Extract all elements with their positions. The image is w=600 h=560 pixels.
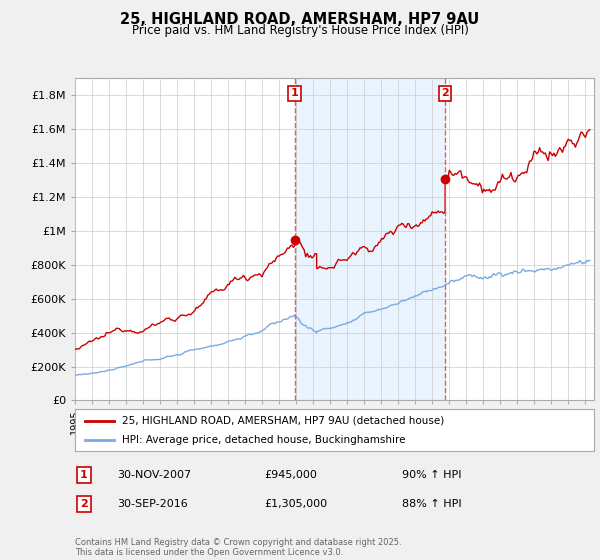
Text: Contains HM Land Registry data © Crown copyright and database right 2025.
This d: Contains HM Land Registry data © Crown c… [75,538,401,557]
Text: Price paid vs. HM Land Registry's House Price Index (HPI): Price paid vs. HM Land Registry's House … [131,24,469,36]
Text: 2: 2 [80,499,88,509]
Text: 88% ↑ HPI: 88% ↑ HPI [402,499,461,509]
Text: £945,000: £945,000 [264,470,317,480]
Text: 1: 1 [291,88,299,98]
Text: HPI: Average price, detached house, Buckinghamshire: HPI: Average price, detached house, Buck… [122,435,405,445]
Text: £1,305,000: £1,305,000 [264,499,327,509]
Text: 25, HIGHLAND ROAD, AMERSHAM, HP7 9AU (detached house): 25, HIGHLAND ROAD, AMERSHAM, HP7 9AU (de… [122,416,444,426]
Text: 30-NOV-2007: 30-NOV-2007 [117,470,191,480]
Text: 90% ↑ HPI: 90% ↑ HPI [402,470,461,480]
Text: 25, HIGHLAND ROAD, AMERSHAM, HP7 9AU: 25, HIGHLAND ROAD, AMERSHAM, HP7 9AU [121,12,479,27]
Text: 30-SEP-2016: 30-SEP-2016 [117,499,188,509]
Bar [295,78,445,400]
Text: 1: 1 [80,470,88,480]
Text: 2: 2 [441,88,449,98]
